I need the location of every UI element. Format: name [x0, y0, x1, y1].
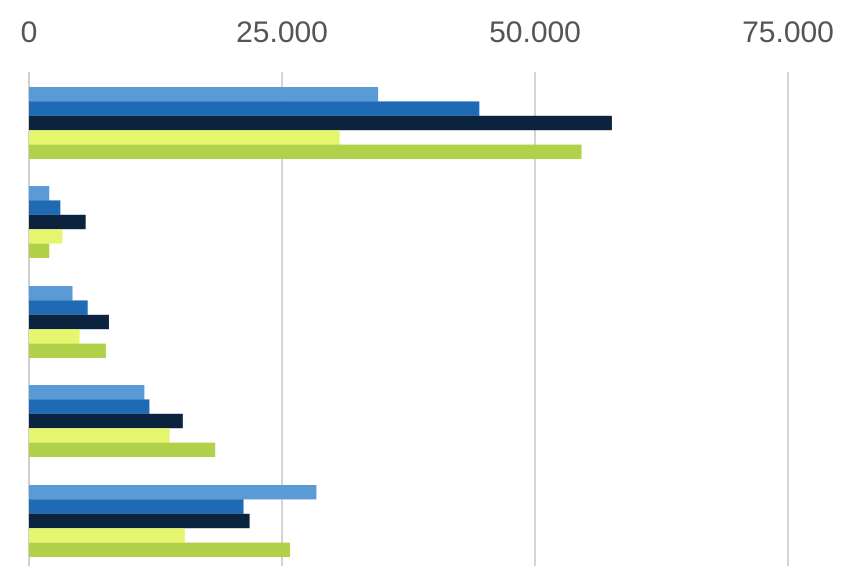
bar-group4-series1: [29, 385, 145, 400]
bar-group2-series4: [29, 229, 63, 244]
x-tick-label-0: 0: [21, 16, 38, 49]
bar-group3-series2: [29, 300, 88, 315]
x-tick-label-3: 75.000: [742, 16, 834, 49]
bars: [29, 87, 612, 557]
x-tick-label-2: 50.000: [489, 16, 581, 49]
bar-group1-series3: [29, 115, 612, 131]
bar-group3-series5: [29, 343, 106, 358]
bar-group4-series4: [29, 428, 170, 443]
bar-group1-series5: [29, 144, 582, 159]
bar-group5-series1: [29, 485, 317, 500]
bar-group1-series4: [29, 130, 340, 145]
bar-group2-series3: [29, 214, 86, 230]
bar-group2-series5: [29, 243, 50, 258]
bar-group5-series5: [29, 542, 291, 557]
bar-group4-series5: [29, 442, 216, 457]
bar-group2-series1: [29, 186, 50, 201]
bar-group3-series3: [29, 314, 109, 330]
bar-group5-series2: [29, 499, 244, 514]
x-axis-ticks: 0 25.000 50.000 75.000: [21, 16, 834, 49]
bar-group3-series1: [29, 286, 73, 301]
bar-group3-series4: [29, 329, 80, 344]
bar-group4-series2: [29, 399, 150, 414]
bar-group1-series2: [29, 101, 480, 116]
bar-group5-series4: [29, 528, 185, 543]
bar-group5-series3: [29, 513, 250, 529]
x-tick-label-1: 25.000: [236, 16, 328, 49]
bar-group2-series2: [29, 200, 61, 215]
bar-group4-series3: [29, 413, 183, 429]
bar-group1-series1: [29, 87, 379, 102]
